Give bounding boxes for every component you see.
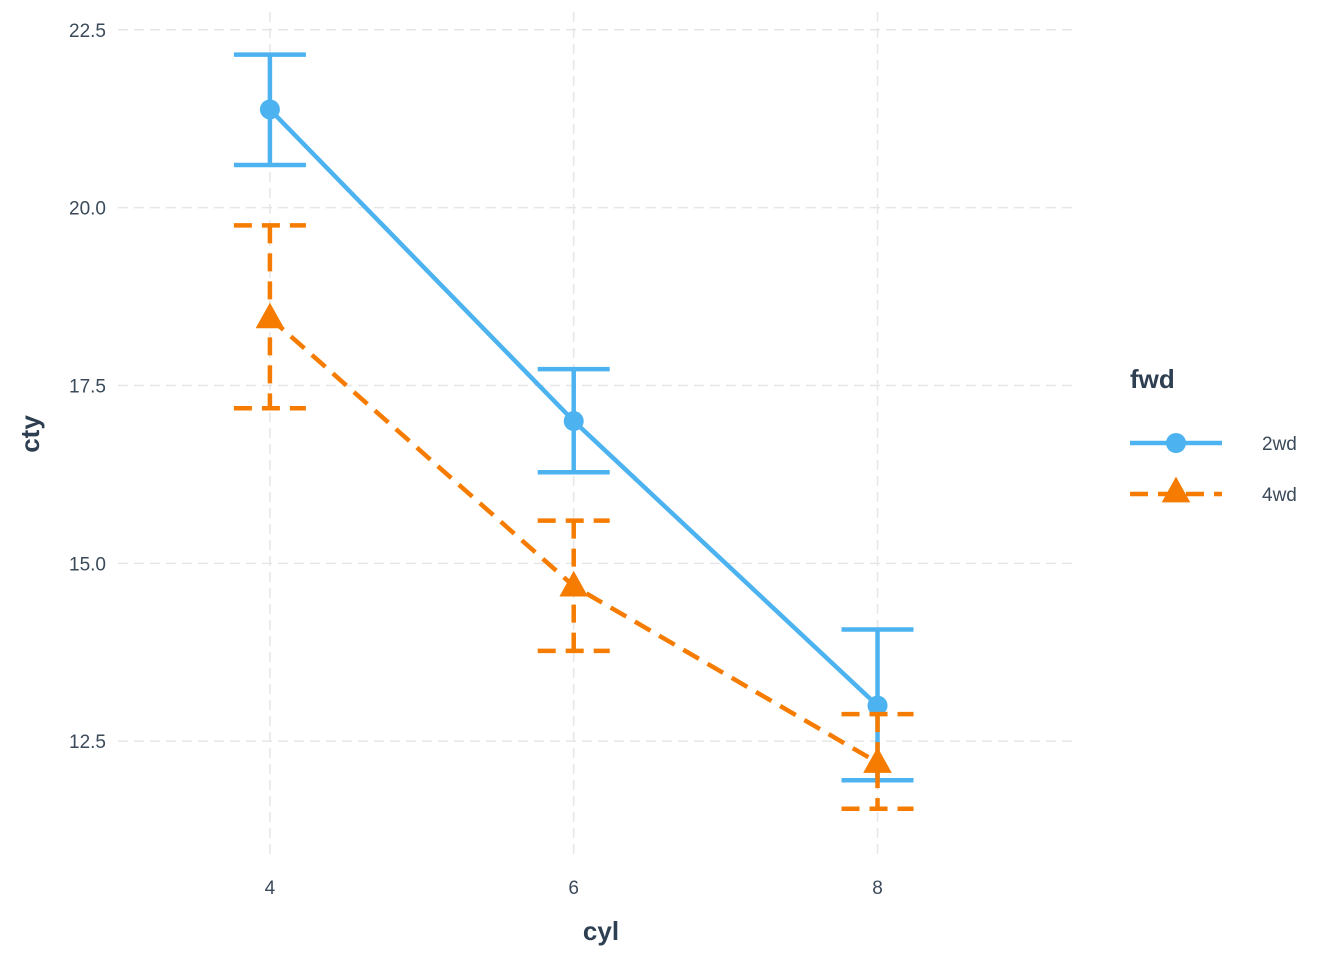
x-axis-title: cyl bbox=[583, 916, 619, 946]
data-point-2wd bbox=[563, 411, 584, 432]
legend-item-4wd: 4wd bbox=[1130, 476, 1297, 506]
y-tick-label: 17.5 bbox=[69, 376, 106, 397]
y-tick-label: 12.5 bbox=[69, 732, 106, 753]
legend-title: fwd bbox=[1130, 364, 1175, 394]
data-point-4wd bbox=[255, 302, 285, 329]
x-tick-label: 8 bbox=[872, 878, 883, 899]
data-point-2wd bbox=[867, 695, 888, 716]
legend-label-2wd: 2wd bbox=[1262, 434, 1297, 455]
y-tick-label: 22.5 bbox=[69, 21, 106, 42]
legend: fwd 2wd 4wd bbox=[1130, 364, 1297, 506]
tick-labels: 12.5 15.0 17.5 20.0 22.5 4 6 8 bbox=[69, 21, 883, 899]
y-tick-label: 20.0 bbox=[69, 199, 106, 220]
legend-marker-4wd bbox=[1161, 476, 1191, 503]
series-2wd bbox=[233, 52, 914, 783]
data-point-4wd bbox=[559, 570, 589, 597]
legend-item-2wd: 2wd bbox=[1130, 433, 1297, 455]
series-layer bbox=[233, 52, 914, 812]
grid-lines bbox=[118, 12, 1075, 855]
y-tick-label: 15.0 bbox=[69, 554, 106, 575]
y-axis-title: cty bbox=[15, 415, 45, 453]
series-4wd bbox=[233, 223, 914, 812]
legend-marker-2wd bbox=[1166, 433, 1186, 453]
x-tick-label: 4 bbox=[265, 878, 276, 899]
x-tick-label: 6 bbox=[568, 878, 579, 899]
legend-label-4wd: 4wd bbox=[1262, 485, 1297, 506]
data-point-2wd bbox=[259, 99, 280, 120]
data-point-4wd bbox=[863, 747, 892, 773]
